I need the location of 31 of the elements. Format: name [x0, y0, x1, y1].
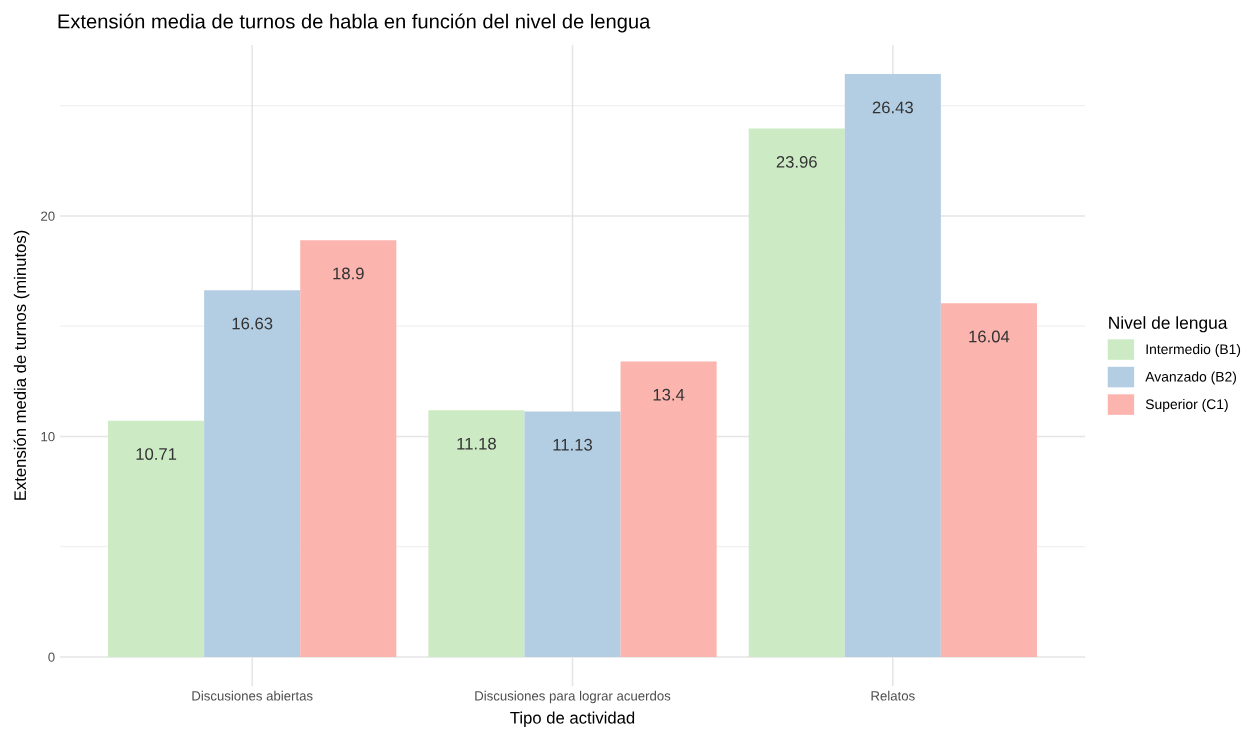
- data-label: 13.4: [653, 388, 685, 401]
- bar: [524, 411, 621, 657]
- data-label: 10.71: [136, 448, 177, 460]
- x-axis-title: Tipo de actividad: [510, 711, 635, 728]
- bar: [108, 420, 205, 657]
- y-tick-label: 10: [41, 431, 55, 442]
- chart-title: Extensión media de turnos de habla en función del nivel de lengua: [58, 13, 651, 33]
- data-label: 16.04: [969, 330, 1010, 343]
- legend-label: Intermedio (B1): [1146, 343, 1241, 357]
- legend-label: Superior (C1): [1145, 398, 1228, 412]
- bar: [748, 128, 845, 657]
- data-label: 18.9: [333, 267, 364, 280]
- bar: [620, 361, 717, 657]
- bar: [300, 240, 397, 657]
- x-tick-label: Relatos: [871, 690, 915, 701]
- bar: [940, 303, 1037, 657]
- data-label: 23.96: [776, 155, 817, 168]
- x-tick-label: Discusiones para lograr acuerdos: [475, 690, 671, 704]
- legend-title: Nivel de lengua: [1109, 316, 1228, 333]
- y-tick-label: 20: [41, 211, 55, 221]
- legend-label: Avanzado (B2): [1145, 371, 1237, 385]
- bar: [428, 410, 525, 657]
- y-axis-title: Extensión media de turnos (minutos): [13, 230, 30, 500]
- bar: [844, 74, 941, 657]
- data-label: 16.63: [232, 317, 273, 330]
- x-tick-label: Discusiones abiertas: [192, 690, 313, 701]
- data-label: 26.43: [872, 101, 913, 114]
- data-label: 11.13: [553, 438, 593, 451]
- bar: [204, 290, 301, 657]
- y-tick-label: 0: [48, 652, 55, 662]
- data-label: 11.18: [457, 437, 496, 450]
